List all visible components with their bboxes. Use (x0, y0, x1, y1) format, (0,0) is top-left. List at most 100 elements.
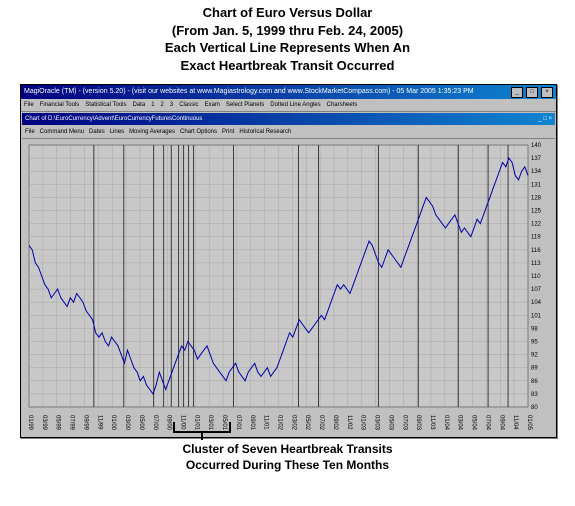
svg-text:01/04: 01/04 (443, 415, 449, 431)
inner-menu-item[interactable]: Dates (89, 129, 105, 135)
svg-text:116: 116 (531, 248, 541, 254)
menu-item[interactable]: Charsheets (327, 102, 358, 108)
minimize-button[interactable]: _ (511, 87, 523, 98)
inner-maximize-button[interactable]: □ (543, 116, 547, 122)
svg-text:104: 104 (531, 300, 542, 306)
svg-text:01/02: 01/02 (277, 415, 283, 431)
inner-close-button[interactable]: × (548, 116, 552, 122)
svg-text:110: 110 (531, 274, 541, 280)
page-root: Chart of Euro Versus Dollar (From Jan. 5… (0, 0, 575, 506)
svg-text:11/01: 11/01 (263, 415, 269, 430)
svg-text:134: 134 (531, 169, 542, 175)
menu-item[interactable]: Classic (179, 102, 198, 108)
svg-text:11/02: 11/02 (346, 415, 352, 430)
menu-item[interactable]: Financial Tools (40, 102, 80, 108)
svg-text:03/03: 03/03 (374, 415, 380, 431)
svg-text:101: 101 (531, 313, 542, 319)
svg-text:01/03: 01/03 (360, 415, 366, 431)
bottom-line-2: Occurred During These Ten Months (0, 458, 575, 474)
chart-svg: 80 83 86 89 92 95 98 101 104 107 110 113 116 119 122 12… (23, 139, 554, 435)
app-window: MagiOracle (TM) - (version 5.20) - (visi… (20, 84, 557, 438)
svg-text:01/99: 01/99 (27, 415, 33, 431)
menu-item[interactable]: File (24, 102, 34, 108)
bottom-line-1: Cluster of Seven Heartbreak Transits (0, 442, 575, 458)
title-line-3: Each Vertical Line Represents When An (0, 39, 575, 57)
svg-text:92: 92 (531, 353, 538, 359)
inner-titlebar-text: Chart of D:\EuroCurrency\Advent\EuroCurr… (25, 113, 202, 125)
svg-text:07/00: 07/00 (152, 415, 158, 431)
svg-text:137: 137 (531, 156, 542, 162)
menu-item[interactable]: 2 (161, 102, 164, 108)
svg-text:80: 80 (531, 405, 538, 411)
svg-text:03/00: 03/00 (124, 415, 130, 431)
svg-text:01/00: 01/00 (110, 415, 116, 431)
cluster-bracket (172, 420, 232, 442)
outer-menu: File Financial Tools Statistical Tools Data… (21, 99, 556, 112)
svg-text:09/00: 09/00 (166, 415, 172, 431)
svg-text:107: 107 (531, 287, 542, 293)
svg-text:11/99: 11/99 (96, 415, 102, 430)
svg-text:09/03: 09/03 (415, 415, 421, 431)
bottom-annotation: Cluster of Seven Heartbreak Transits Occ… (0, 442, 575, 473)
inner-menu-item[interactable]: Lines (110, 129, 124, 135)
svg-text:125: 125 (531, 209, 542, 215)
inner-menu-item[interactable]: File (25, 129, 35, 135)
svg-text:140: 140 (531, 143, 542, 149)
menu-item[interactable]: Select Planets (226, 102, 264, 108)
inner-window-buttons: _ □ × (538, 113, 552, 125)
svg-text:01/05: 01/05 (526, 415, 532, 431)
inner-menu-item[interactable]: Command Menu (40, 129, 84, 135)
svg-text:07/03: 07/03 (401, 415, 407, 431)
menu-item[interactable]: 1 (151, 102, 154, 108)
title-line-1: Chart of Euro Versus Dollar (0, 4, 575, 22)
svg-text:122: 122 (531, 222, 542, 228)
inner-menu-item[interactable]: Print (222, 129, 234, 135)
svg-text:128: 128 (531, 195, 542, 201)
title-line-2: (From Jan. 5, 1999 thru Feb. 24, 2005) (0, 22, 575, 40)
menu-item[interactable]: Dotted Line Angles (270, 102, 320, 108)
chart-area: 80 83 86 89 92 95 98 101 104 107 110 113 116 119 122 12… (23, 139, 554, 435)
menu-item[interactable]: 3 (170, 102, 173, 108)
maximize-button[interactable]: □ (526, 87, 538, 98)
inner-menu-item[interactable]: Historical Research (239, 129, 291, 135)
svg-text:09/01: 09/01 (249, 415, 255, 431)
svg-text:07/99: 07/99 (69, 415, 75, 431)
outer-titlebar-text: MagiOracle (TM) - (version 5.20) - (visi… (24, 85, 474, 99)
svg-text:05/04: 05/04 (471, 415, 477, 431)
svg-text:07/04: 07/04 (484, 415, 490, 431)
inner-menu-item[interactable]: Chart Options (180, 129, 217, 135)
svg-text:113: 113 (531, 261, 541, 267)
inner-menu-item[interactable]: Moving Averages (129, 129, 175, 135)
menu-item[interactable]: Statistical Tools (85, 102, 126, 108)
svg-text:83: 83 (531, 392, 538, 398)
svg-text:131: 131 (531, 182, 542, 188)
svg-text:05/02: 05/02 (304, 415, 310, 431)
window-buttons: _ □ × (510, 85, 553, 99)
svg-text:98: 98 (531, 326, 538, 332)
inner-titlebar: Chart of D:\EuroCurrency\Advent\EuroCurr… (22, 113, 555, 125)
svg-text:03/99: 03/99 (41, 415, 47, 431)
inner-menu: File Command Menu Dates Lines Moving Average… (22, 126, 555, 139)
svg-text:09/04: 09/04 (498, 415, 504, 431)
inner-minimize-button[interactable]: _ (538, 116, 541, 122)
svg-text:07/02: 07/02 (318, 415, 324, 431)
svg-text:05/00: 05/00 (138, 415, 144, 431)
title-line-4: Exact Heartbreak Transit Occurred (0, 57, 575, 75)
svg-text:09/02: 09/02 (332, 415, 338, 431)
svg-text:89: 89 (531, 366, 538, 372)
title-block: Chart of Euro Versus Dollar (From Jan. 5… (0, 0, 575, 74)
svg-text:11/03: 11/03 (429, 415, 435, 430)
svg-text:03/02: 03/02 (290, 415, 296, 431)
svg-text:05/03: 05/03 (387, 415, 393, 431)
svg-text:05/99: 05/99 (55, 415, 61, 431)
svg-text:03/04: 03/04 (457, 415, 463, 431)
menu-item[interactable]: Data (133, 102, 146, 108)
svg-text:95: 95 (531, 340, 538, 346)
svg-text:07/01: 07/01 (235, 415, 241, 431)
svg-text:119: 119 (531, 235, 541, 241)
svg-text:86: 86 (531, 379, 538, 385)
svg-text:11/04: 11/04 (512, 415, 518, 430)
close-button[interactable]: × (541, 87, 553, 98)
svg-text:09/99: 09/99 (82, 415, 88, 431)
menu-item[interactable]: Exam (205, 102, 220, 108)
